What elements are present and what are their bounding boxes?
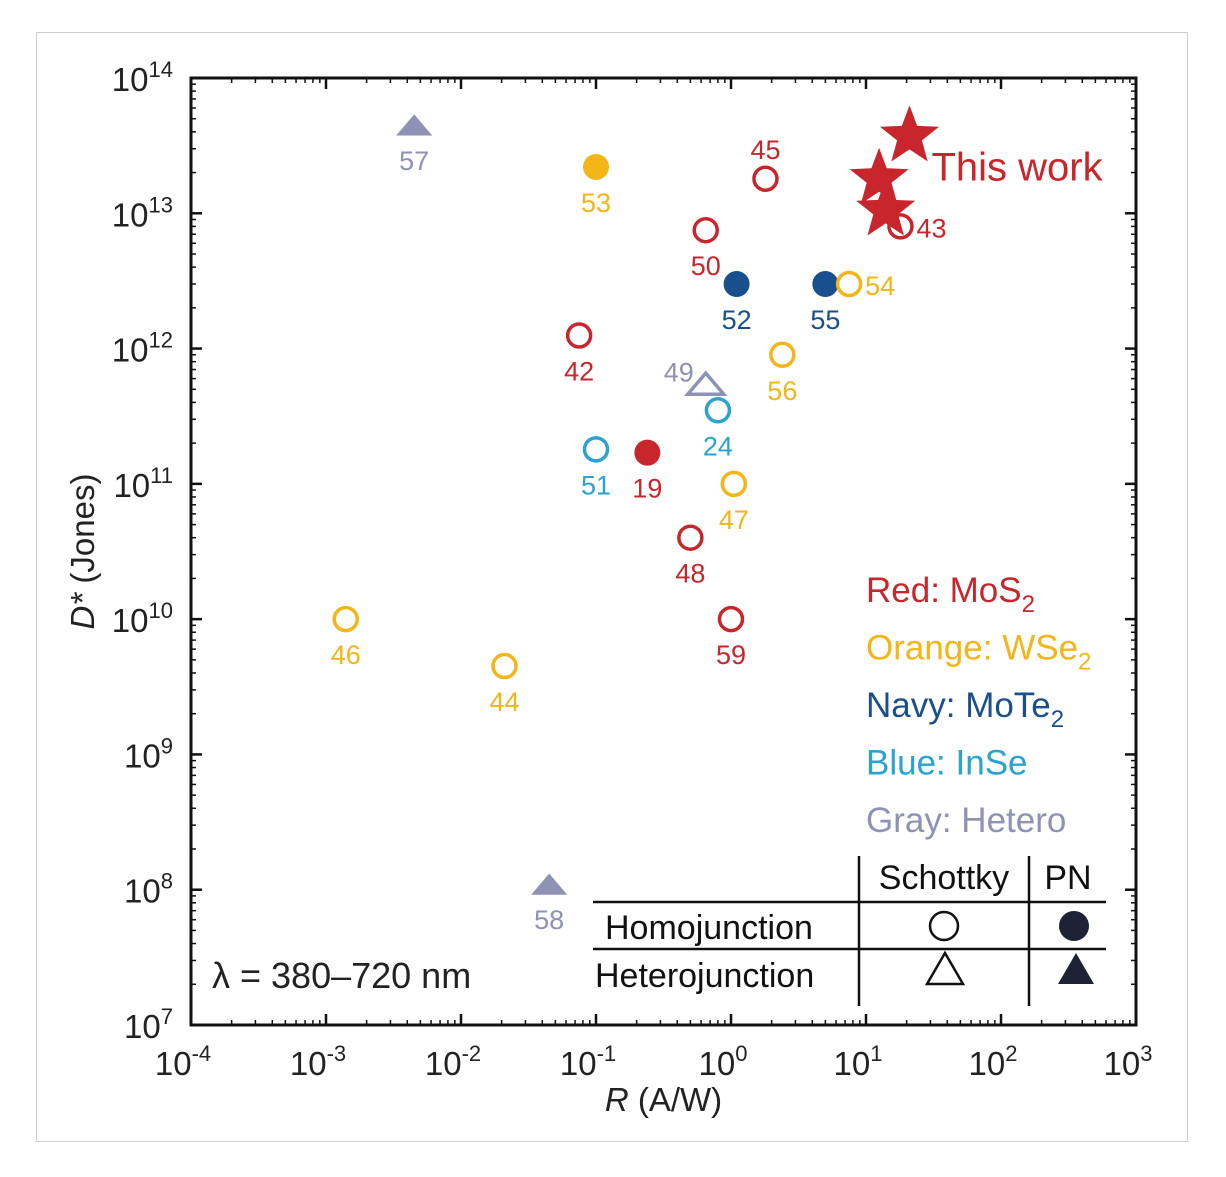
- data-label-ref-57: 57: [399, 146, 429, 176]
- data-label-ref-46: 46: [331, 640, 361, 670]
- data-point-ref-49: [683, 370, 728, 397]
- figure-frame: [36, 32, 1188, 1142]
- x-tick-label: 101: [834, 1041, 883, 1082]
- data-label-ref-50: 50: [691, 251, 721, 281]
- data-point-ref-59: [717, 605, 745, 633]
- legend-symbol-pn-hetero: [1058, 953, 1094, 984]
- data-label-ref-45: 45: [750, 135, 780, 165]
- data-point-ref-53: [583, 153, 609, 180]
- data-point-ref-24: [704, 397, 732, 424]
- data-point-ref-56: [769, 341, 796, 369]
- y-tick-label: 1012: [112, 328, 173, 369]
- data-point-ref-57: [396, 114, 433, 136]
- data-point-ref-47: [720, 470, 748, 498]
- data-point-ref-48: [677, 524, 704, 551]
- color-legend-entry: Red: MoS2: [866, 571, 1035, 618]
- y-tick-label: 107: [124, 1004, 173, 1045]
- data-point-ref-44: [491, 652, 518, 680]
- data-label-ref-54: 54: [865, 271, 895, 301]
- y-tick-label: 1014: [112, 57, 173, 98]
- data-label-ref-59: 59: [716, 640, 746, 670]
- data-label-ref-47: 47: [719, 505, 749, 535]
- legend-symbol-pn-homo: [1059, 911, 1089, 941]
- data-point-ref-58: [531, 873, 568, 895]
- data-label-ref-49: 49: [664, 358, 694, 388]
- y-tick-label: 109: [124, 733, 173, 774]
- data-point-ref-45: [752, 165, 779, 193]
- data-point-ref-46: [332, 605, 359, 633]
- legend-header-schottky: Schottky: [879, 859, 1009, 897]
- data-point-ref-50: [692, 216, 719, 244]
- color-legend-entry: Blue: InSe: [866, 744, 1028, 783]
- x-tick-label: 10-2: [425, 1041, 481, 1082]
- color-legend-entry: Gray: Hetero: [866, 801, 1066, 840]
- color-legend-entry: Orange: WSe2: [866, 629, 1091, 676]
- data-label-ref-48: 48: [675, 559, 705, 589]
- y-axis-label: D* (Jones): [64, 474, 101, 630]
- data-point-ref-54: [835, 270, 863, 298]
- data-label-ref-44: 44: [489, 687, 519, 717]
- data-label-ref-24: 24: [703, 431, 733, 461]
- data-label-ref-51: 51: [581, 470, 611, 500]
- data-label-ref-42: 42: [564, 356, 594, 386]
- x-tick-label: 10-1: [560, 1041, 616, 1082]
- x-axis-label: R (A/W): [605, 1081, 722, 1118]
- data-label-ref-58: 58: [534, 905, 564, 935]
- y-tick-label: 108: [124, 869, 173, 910]
- x-tick-label: 100: [699, 1041, 748, 1082]
- legend-row-heterojunction: Heterojunction: [595, 957, 814, 995]
- data-label-ref-19: 19: [632, 474, 662, 504]
- data-label-ref-56: 56: [767, 376, 797, 406]
- data-label-ref-52: 52: [722, 305, 752, 335]
- legend-header-pn: PN: [1044, 859, 1091, 897]
- x-tick-label: 10-4: [155, 1041, 211, 1082]
- data-label-ref-43: 43: [916, 213, 946, 243]
- this-work-label: This work: [931, 145, 1103, 189]
- data-point-ref-51: [582, 436, 610, 463]
- data-point-ref-52: [723, 271, 750, 298]
- wavelength-annotation: λ = 380–720 nm: [212, 955, 471, 996]
- x-tick-label: 10-3: [290, 1041, 346, 1082]
- this-work-star: [880, 105, 939, 162]
- data-point-ref-55: [812, 271, 839, 298]
- this-work-star: [856, 179, 916, 236]
- plot-area-border: [189, 76, 1138, 1027]
- data-point-ref-19: [634, 439, 661, 466]
- legend-symbol-schottky-homo: [928, 910, 960, 942]
- data-label-ref-55: 55: [810, 305, 840, 335]
- y-tick-label: 1013: [112, 192, 173, 233]
- data-point-ref-42: [565, 322, 593, 349]
- legend-symbol-schottky-hetero: [924, 950, 966, 986]
- y-tick-label: 1011: [113, 463, 173, 504]
- y-tick-label: 1010: [112, 598, 173, 639]
- color-legend-entry: Navy: MoTe2: [866, 686, 1064, 733]
- x-tick-label: 103: [1104, 1041, 1153, 1082]
- x-tick-label: 102: [969, 1041, 1018, 1082]
- data-label-ref-53: 53: [581, 188, 611, 218]
- this-work-star: [849, 147, 909, 204]
- legend-row-homojunction: Homojunction: [605, 909, 813, 947]
